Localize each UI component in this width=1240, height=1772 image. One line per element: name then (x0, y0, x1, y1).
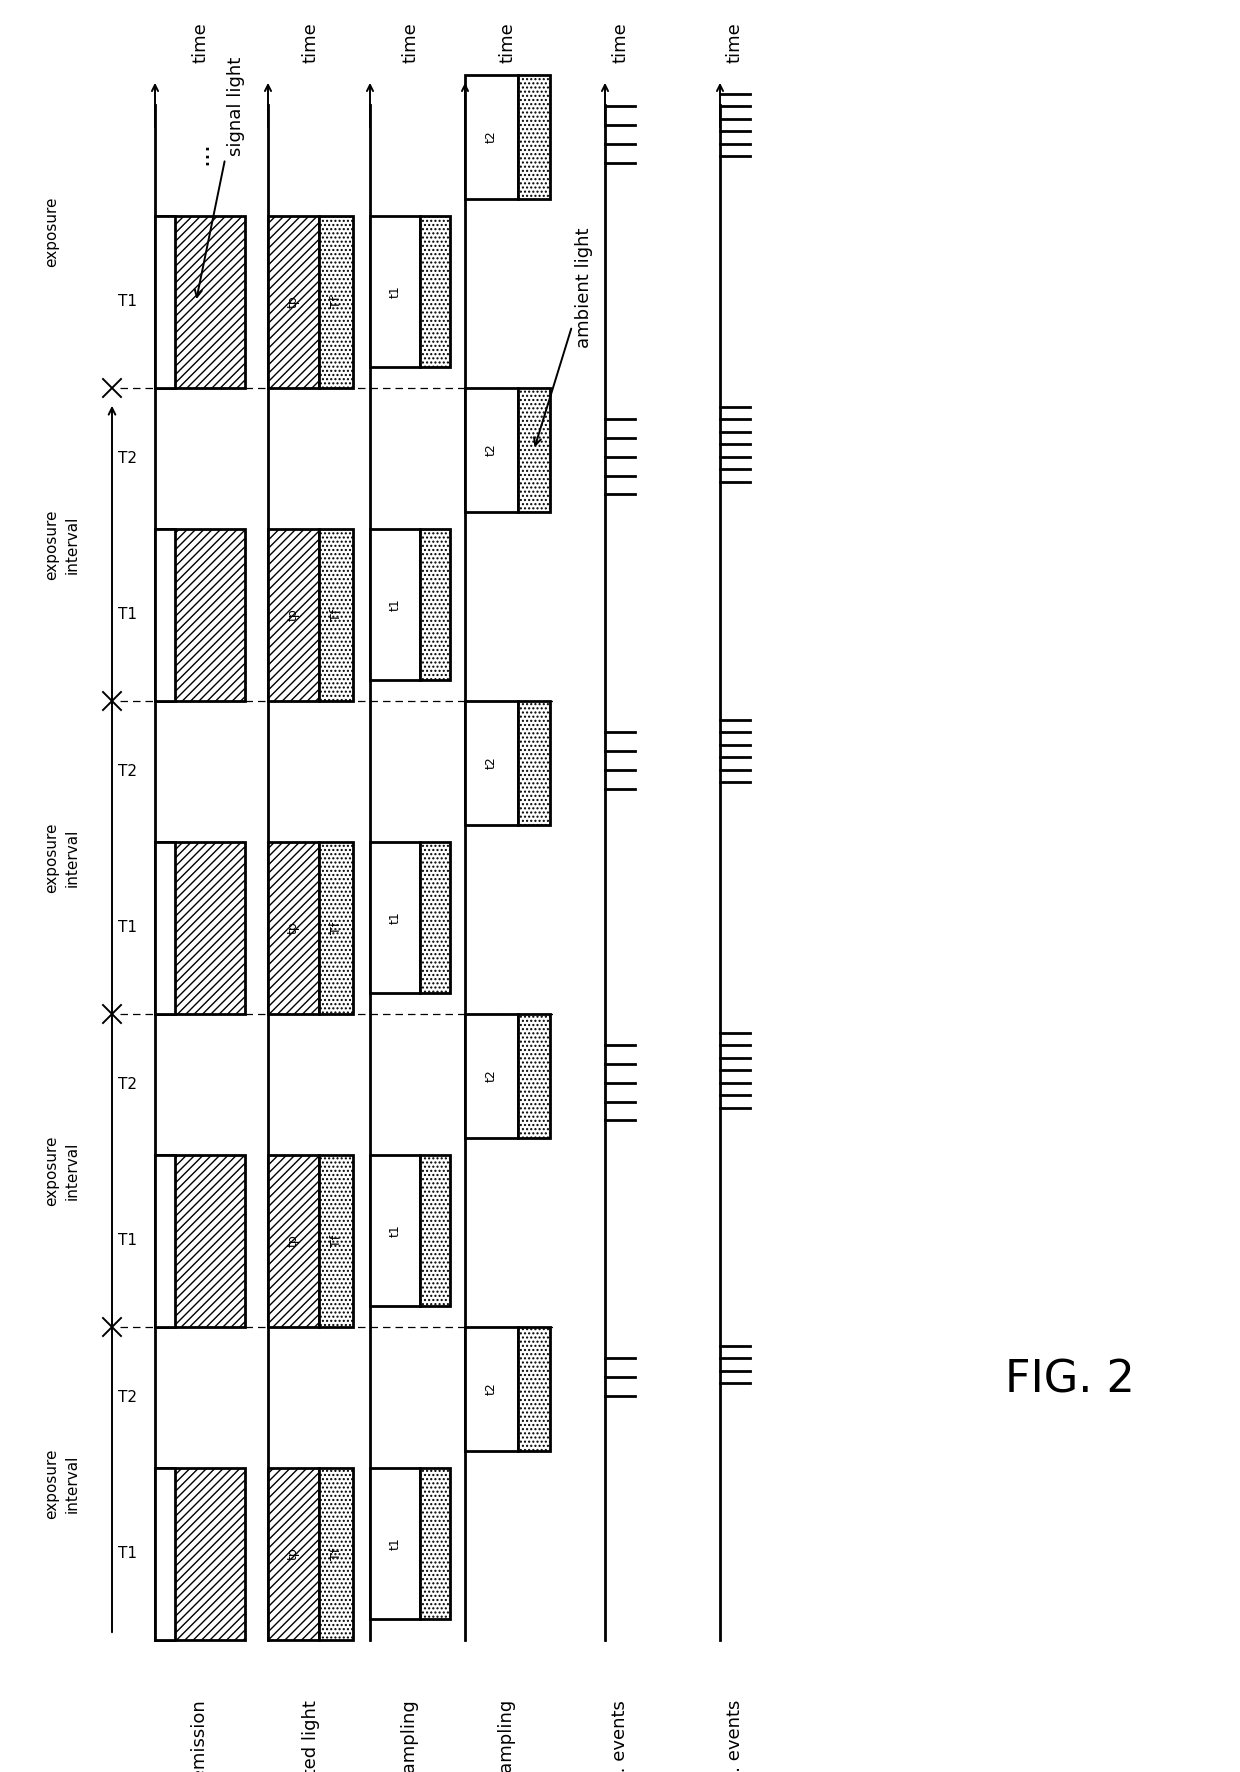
Text: time: time (725, 23, 744, 64)
Text: 2nd ch. sampling: 2nd ch. sampling (498, 1699, 517, 1772)
Text: exposure: exposure (45, 1448, 60, 1519)
Bar (370, 528, 419, 680)
Bar (268, 1155, 319, 1327)
Bar (518, 1327, 551, 1451)
Text: exposure: exposure (45, 1136, 60, 1205)
Text: time: time (611, 23, 629, 64)
Text: tp: tp (286, 296, 300, 308)
Text: tp: tp (286, 608, 300, 622)
Text: ambient light: ambient light (534, 227, 593, 445)
Bar (319, 1467, 353, 1641)
Bar (419, 842, 450, 994)
Bar (155, 528, 246, 702)
Text: T1: T1 (118, 1233, 136, 1249)
Text: 1st ch. events: 1st ch. events (611, 1699, 629, 1772)
Text: t1: t1 (388, 1224, 402, 1237)
Bar (370, 1155, 419, 1306)
Bar (465, 388, 518, 512)
Bar (319, 1155, 353, 1327)
Bar (155, 842, 175, 1014)
Text: Tf: Tf (330, 610, 342, 620)
Text: tp: tp (286, 921, 300, 934)
Text: time: time (498, 23, 517, 64)
Bar (370, 216, 419, 367)
Text: T2: T2 (118, 1077, 136, 1092)
Text: t2: t2 (485, 131, 497, 144)
Text: time: time (191, 23, 210, 64)
Bar (155, 528, 175, 702)
Text: Tf: Tf (330, 1235, 342, 1247)
Bar (319, 216, 353, 388)
Text: 1st ch. sampling: 1st ch. sampling (401, 1699, 419, 1772)
Text: Tf: Tf (330, 921, 342, 934)
Text: exposure: exposure (45, 509, 60, 579)
Text: interval: interval (64, 828, 79, 886)
Bar (465, 74, 518, 198)
Bar (155, 1155, 246, 1327)
Text: t1: t1 (388, 599, 402, 611)
Bar (419, 1155, 450, 1306)
Text: Tf: Tf (330, 1547, 342, 1559)
Text: t1: t1 (388, 285, 402, 298)
Bar (370, 842, 419, 994)
Text: t1: t1 (388, 1538, 402, 1550)
Text: light emission: light emission (191, 1699, 210, 1772)
Bar (155, 842, 246, 1014)
Text: T2: T2 (118, 764, 136, 780)
Text: time: time (301, 23, 320, 64)
Text: T2: T2 (118, 1389, 136, 1405)
Bar (370, 1467, 419, 1620)
Text: t2: t2 (485, 757, 497, 769)
Bar (518, 74, 551, 198)
Bar (268, 216, 319, 388)
Text: T1: T1 (118, 1547, 136, 1561)
Text: 2nd ch. events: 2nd ch. events (725, 1699, 744, 1772)
Bar (518, 388, 551, 512)
Bar (419, 216, 450, 367)
Text: t1: t1 (388, 911, 402, 923)
Text: exposure: exposure (45, 822, 60, 893)
Text: interval: interval (64, 1141, 79, 1200)
Text: exposure: exposure (45, 197, 60, 268)
Text: ...: ... (188, 142, 212, 165)
Text: T2: T2 (118, 450, 136, 466)
Bar (268, 1467, 319, 1641)
Text: time: time (401, 23, 419, 64)
Bar (419, 528, 450, 680)
Text: Tf: Tf (330, 296, 342, 308)
Text: interval: interval (64, 516, 79, 574)
Bar (155, 1155, 175, 1327)
Bar (518, 1014, 551, 1138)
Bar (518, 702, 551, 826)
Bar (319, 528, 353, 702)
Text: t2: t2 (485, 443, 497, 457)
Text: signal light: signal light (195, 57, 244, 298)
Bar (268, 528, 319, 702)
Text: T1: T1 (118, 920, 136, 936)
Text: FIG. 2: FIG. 2 (1006, 1359, 1135, 1402)
Text: t2: t2 (485, 1070, 497, 1083)
Bar (268, 842, 319, 1014)
Text: t2: t2 (485, 1382, 497, 1395)
Bar (155, 1467, 246, 1641)
Text: reflected light: reflected light (301, 1699, 320, 1772)
Bar (155, 216, 175, 388)
Bar (319, 842, 353, 1014)
Bar (155, 216, 246, 388)
Text: interval: interval (64, 1455, 79, 1513)
Bar (465, 1014, 518, 1138)
Bar (465, 702, 518, 826)
Text: tp: tp (286, 1235, 300, 1247)
Bar (155, 1467, 175, 1641)
Text: T1: T1 (118, 608, 136, 622)
Text: tp: tp (286, 1547, 300, 1561)
Bar (419, 1467, 450, 1620)
Text: T1: T1 (118, 294, 136, 310)
Bar (465, 1327, 518, 1451)
